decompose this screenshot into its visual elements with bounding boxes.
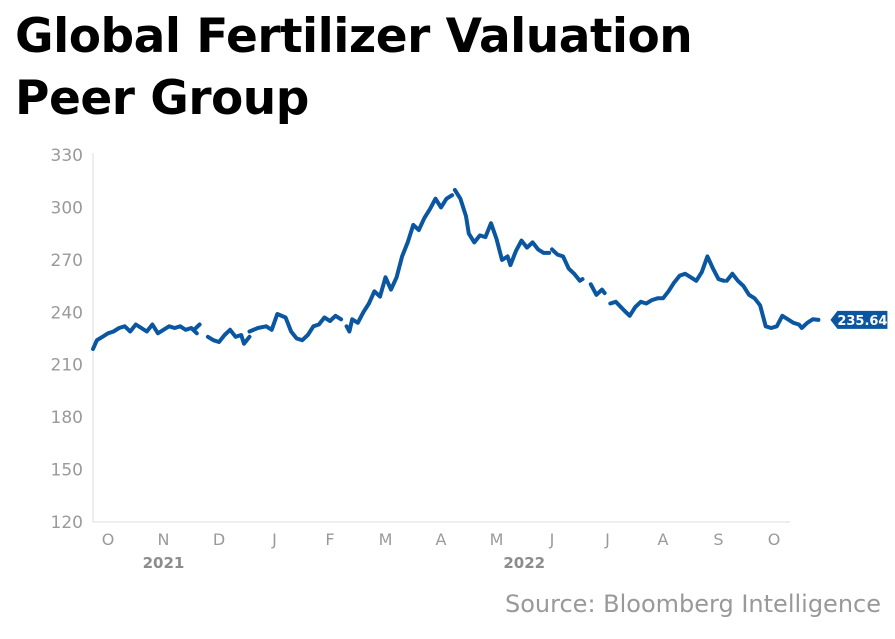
- y-tick-label: 180: [51, 408, 83, 428]
- y-tick-label: 240: [51, 303, 83, 323]
- last-value-label: 235.64: [830, 310, 888, 329]
- y-tick-label: 330: [51, 146, 83, 166]
- series-line-segment: [247, 312, 344, 343]
- chart-title: Global Fertilizer Valuation Peer Group: [15, 6, 693, 130]
- x-tick-label: A: [658, 530, 669, 549]
- series-line-segment: [192, 322, 202, 332]
- series-line-segment: [452, 188, 552, 268]
- x-tick-label: S: [713, 530, 723, 549]
- chart-title-line-2: Peer Group: [15, 71, 309, 126]
- series-line-segment: [608, 254, 726, 318]
- x-tick-label: A: [436, 530, 447, 549]
- year-label: 2022: [503, 554, 545, 572]
- series-line-segment: [205, 327, 252, 346]
- y-tick-label: 150: [51, 461, 83, 481]
- series-line-segment: [91, 322, 199, 351]
- x-axis: O N D J F M A M J J A S O 2021 2022: [93, 521, 790, 572]
- x-tick-label: M: [379, 530, 393, 549]
- x-tick-label: J: [604, 530, 610, 549]
- year-label: 2021: [143, 554, 185, 572]
- x-tick-label: N: [158, 530, 170, 549]
- x-tick-label: D: [213, 530, 225, 549]
- x-tick-label: J: [271, 530, 277, 549]
- series-line-segment: [550, 247, 585, 283]
- x-tick-label: J: [549, 530, 555, 549]
- series-line-segment: [344, 193, 455, 334]
- y-tick-label: 270: [51, 251, 83, 271]
- chart-title-line-1: Global Fertilizer Valuation: [15, 9, 693, 64]
- x-tick-label: O: [768, 530, 781, 549]
- y-tick-label: 120: [51, 513, 83, 533]
- x-tick-label: F: [325, 530, 334, 549]
- y-axis: 120 150 180 210 240 270 300 330: [51, 146, 94, 533]
- source-note: Source: Bloomberg Intelligence: [505, 590, 881, 618]
- x-tick-label: O: [102, 530, 115, 549]
- series-line-group: [91, 188, 821, 351]
- y-tick-label: 210: [51, 356, 83, 376]
- series-line-segment: [724, 271, 821, 330]
- series-line-segment: [588, 282, 607, 297]
- x-tick-label: M: [490, 530, 504, 549]
- last-value-badge: [830, 310, 888, 329]
- y-tick-label: 300: [51, 198, 83, 218]
- last-value-text: 235.64: [837, 314, 887, 329]
